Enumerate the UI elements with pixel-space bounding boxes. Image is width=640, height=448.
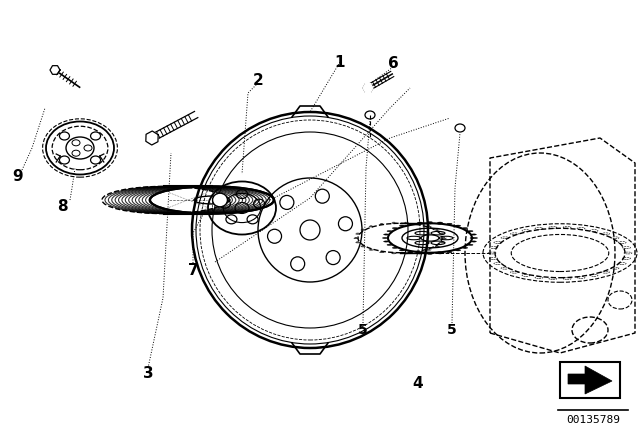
Ellipse shape — [212, 193, 227, 207]
Text: 6: 6 — [388, 56, 398, 70]
Ellipse shape — [470, 237, 474, 238]
Ellipse shape — [472, 234, 476, 235]
Ellipse shape — [383, 234, 388, 235]
Ellipse shape — [428, 253, 433, 254]
Ellipse shape — [447, 223, 452, 224]
Polygon shape — [363, 84, 373, 92]
Ellipse shape — [387, 244, 392, 246]
Ellipse shape — [387, 231, 392, 232]
Ellipse shape — [463, 247, 468, 249]
Ellipse shape — [472, 241, 476, 242]
Text: 5: 5 — [447, 323, 457, 337]
Ellipse shape — [417, 222, 422, 223]
Ellipse shape — [383, 241, 388, 242]
Polygon shape — [50, 66, 60, 74]
Ellipse shape — [399, 225, 404, 226]
Polygon shape — [146, 131, 158, 145]
Ellipse shape — [454, 226, 458, 227]
Ellipse shape — [408, 223, 413, 224]
Text: 1: 1 — [335, 55, 345, 69]
Ellipse shape — [466, 244, 470, 245]
Ellipse shape — [399, 250, 404, 251]
Ellipse shape — [463, 228, 468, 229]
Ellipse shape — [438, 253, 442, 254]
Text: 5: 5 — [358, 323, 368, 337]
Ellipse shape — [468, 244, 473, 246]
Ellipse shape — [456, 250, 461, 251]
Text: 2: 2 — [253, 73, 264, 87]
Ellipse shape — [428, 222, 433, 223]
Ellipse shape — [447, 252, 452, 253]
Ellipse shape — [392, 228, 397, 229]
Ellipse shape — [468, 231, 473, 232]
Polygon shape — [568, 366, 612, 394]
Ellipse shape — [472, 237, 477, 239]
Ellipse shape — [466, 231, 470, 232]
Text: 8: 8 — [57, 198, 67, 214]
Text: 4: 4 — [413, 375, 423, 391]
Ellipse shape — [454, 249, 458, 250]
Ellipse shape — [408, 252, 413, 253]
Ellipse shape — [417, 253, 422, 254]
Ellipse shape — [438, 222, 442, 223]
Text: 3: 3 — [143, 366, 154, 380]
Text: 00135789: 00135789 — [566, 415, 620, 425]
Ellipse shape — [437, 223, 442, 224]
Ellipse shape — [392, 247, 397, 249]
Text: 7: 7 — [188, 263, 198, 277]
Text: 9: 9 — [13, 168, 23, 184]
Ellipse shape — [383, 237, 387, 239]
Ellipse shape — [437, 252, 442, 253]
Ellipse shape — [456, 225, 461, 226]
